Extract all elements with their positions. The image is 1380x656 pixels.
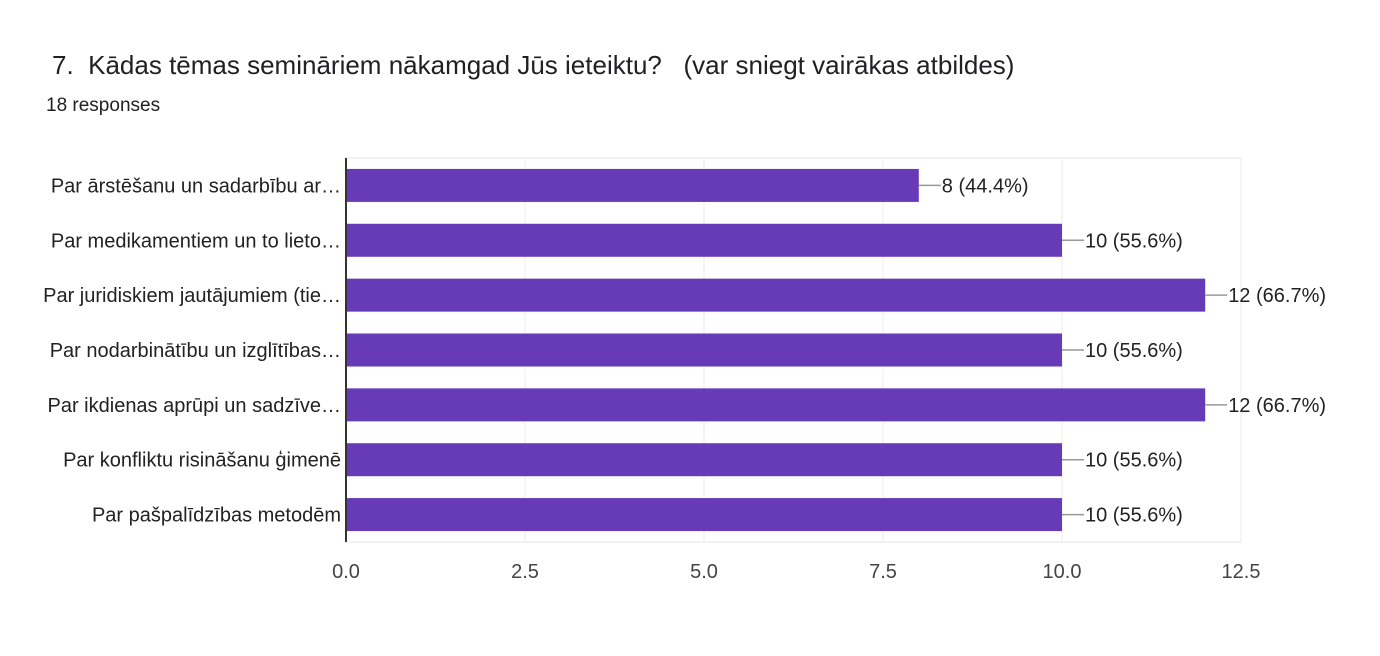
category-label: Par konfliktu risināšanu ģimenē <box>63 450 341 472</box>
category-label: Par medikamentiem un to lieto… <box>51 230 341 252</box>
category-label: Par ikdienas aprūpi un sadzīve… <box>48 395 342 417</box>
data-label: 10 (55.6%) <box>1085 450 1183 472</box>
category-label: Par ārstēšanu un sadarbību ar… <box>51 175 341 197</box>
bar <box>346 443 1062 477</box>
x-tick-label: 0.0 <box>332 561 360 583</box>
data-label: 10 (55.6%) <box>1085 230 1183 252</box>
bar <box>346 168 919 202</box>
bar <box>346 223 1062 257</box>
bar <box>346 278 1206 312</box>
x-tick-label: 5.0 <box>690 561 718 583</box>
x-tick-label: 10.0 <box>1043 561 1082 583</box>
bar <box>346 333 1062 367</box>
question-title: 7. Kādas tēmas semināriem nākamgad Jūs i… <box>52 50 1015 80</box>
response-count: 18 responses <box>46 95 161 116</box>
bar <box>346 498 1062 532</box>
x-tick-label: 7.5 <box>869 561 897 583</box>
data-label: 12 (66.7%) <box>1228 285 1326 307</box>
x-tick-label: 2.5 <box>511 561 539 583</box>
data-label: 10 (55.6%) <box>1085 505 1183 527</box>
category-label: Par juridiskiem jautājumiem (tie… <box>43 285 341 307</box>
x-tick-label: 12.5 <box>1222 561 1261 583</box>
category-label: Par nodarbinātību un izglītības… <box>50 340 341 362</box>
data-label: 10 (55.6%) <box>1085 340 1183 362</box>
data-label: 12 (66.7%) <box>1228 395 1326 417</box>
category-label: Par pašpalīdzības metodēm <box>92 505 341 527</box>
bar <box>346 388 1206 422</box>
data-label: 8 (44.4%) <box>942 175 1029 197</box>
